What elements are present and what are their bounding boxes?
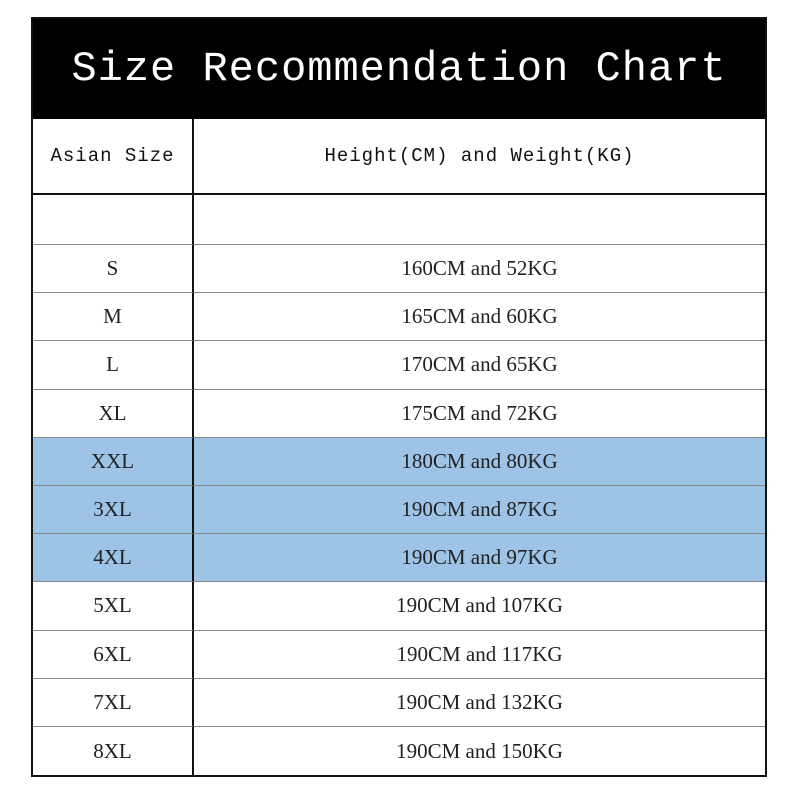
measure-cell: 190CM and 132KG (194, 678, 765, 727)
size-cell: S (33, 245, 194, 294)
header-cell: Asian Size (33, 119, 194, 195)
header-cell: Height(CM) and Weight(KG) (194, 119, 765, 195)
size-cell: 7XL (33, 678, 194, 727)
measure-cell: 170CM and 65KG (194, 341, 765, 390)
size-cell: M (33, 293, 194, 342)
size-cell: 6XL (33, 630, 194, 679)
measure-cell: 190CM and 97KG (194, 534, 765, 583)
size-cell: 4XL (33, 534, 194, 583)
empty-cell (194, 195, 765, 245)
measure-cell: 190CM and 150KG (194, 727, 765, 775)
size-cell: L (33, 341, 194, 390)
measure-cell: 190CM and 107KG (194, 582, 765, 631)
measure-cell: 180CM and 80KG (194, 437, 765, 486)
empty-cell (33, 195, 194, 245)
measure-cell: 160CM and 52KG (194, 245, 765, 294)
size-cell: 5XL (33, 582, 194, 631)
size-cell: XXL (33, 437, 194, 486)
measure-cell: 175CM and 72KG (194, 389, 765, 438)
size-cell: XL (33, 389, 194, 438)
measure-cell: 165CM and 60KG (194, 293, 765, 342)
size-cell: 3XL (33, 486, 194, 535)
title: Size Recommendation Chart (33, 19, 765, 119)
size-cell: 8XL (33, 727, 194, 775)
size-chart: Size Recommendation Chart Asian Size Hei… (31, 17, 767, 777)
measure-cell: 190CM and 117KG (194, 630, 765, 679)
measure-cell: 190CM and 87KG (194, 486, 765, 535)
